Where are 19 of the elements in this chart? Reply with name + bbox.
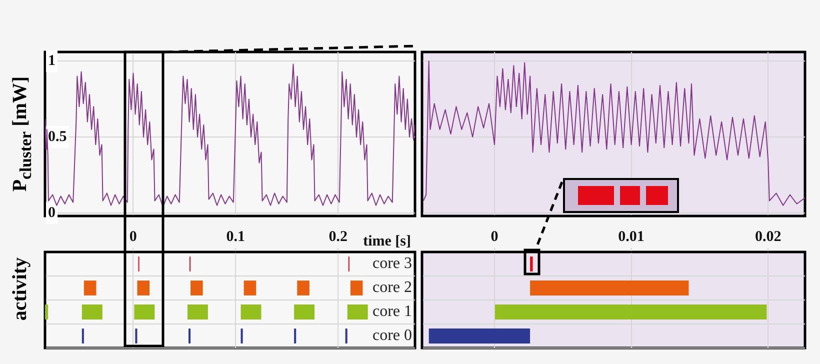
x-axis-title: time [s]	[363, 233, 411, 250]
x-tick-label: 0.2	[328, 228, 348, 245]
x-tick-label: 0	[129, 228, 137, 245]
y-tick-label: core 0	[372, 327, 412, 344]
y-tick-label: 1	[48, 52, 56, 69]
y-tick-label: core 1	[372, 303, 412, 320]
x-tick-label: 0.02	[754, 228, 782, 245]
x-tick-label: 0	[490, 228, 498, 245]
y-tick-label: 0	[48, 204, 56, 221]
x-tick-label: 0.01	[618, 228, 644, 245]
y-tick-label: core 2	[372, 279, 412, 296]
bar	[530, 280, 689, 296]
y-axis-title: activity	[8, 256, 32, 323]
bar	[45, 304, 48, 320]
x-tick-label: 0.1	[226, 228, 246, 245]
y-tick-label: 0.5	[48, 128, 67, 145]
bar	[428, 328, 530, 344]
y-tick-label: core 3	[372, 255, 412, 272]
bar	[494, 304, 767, 320]
